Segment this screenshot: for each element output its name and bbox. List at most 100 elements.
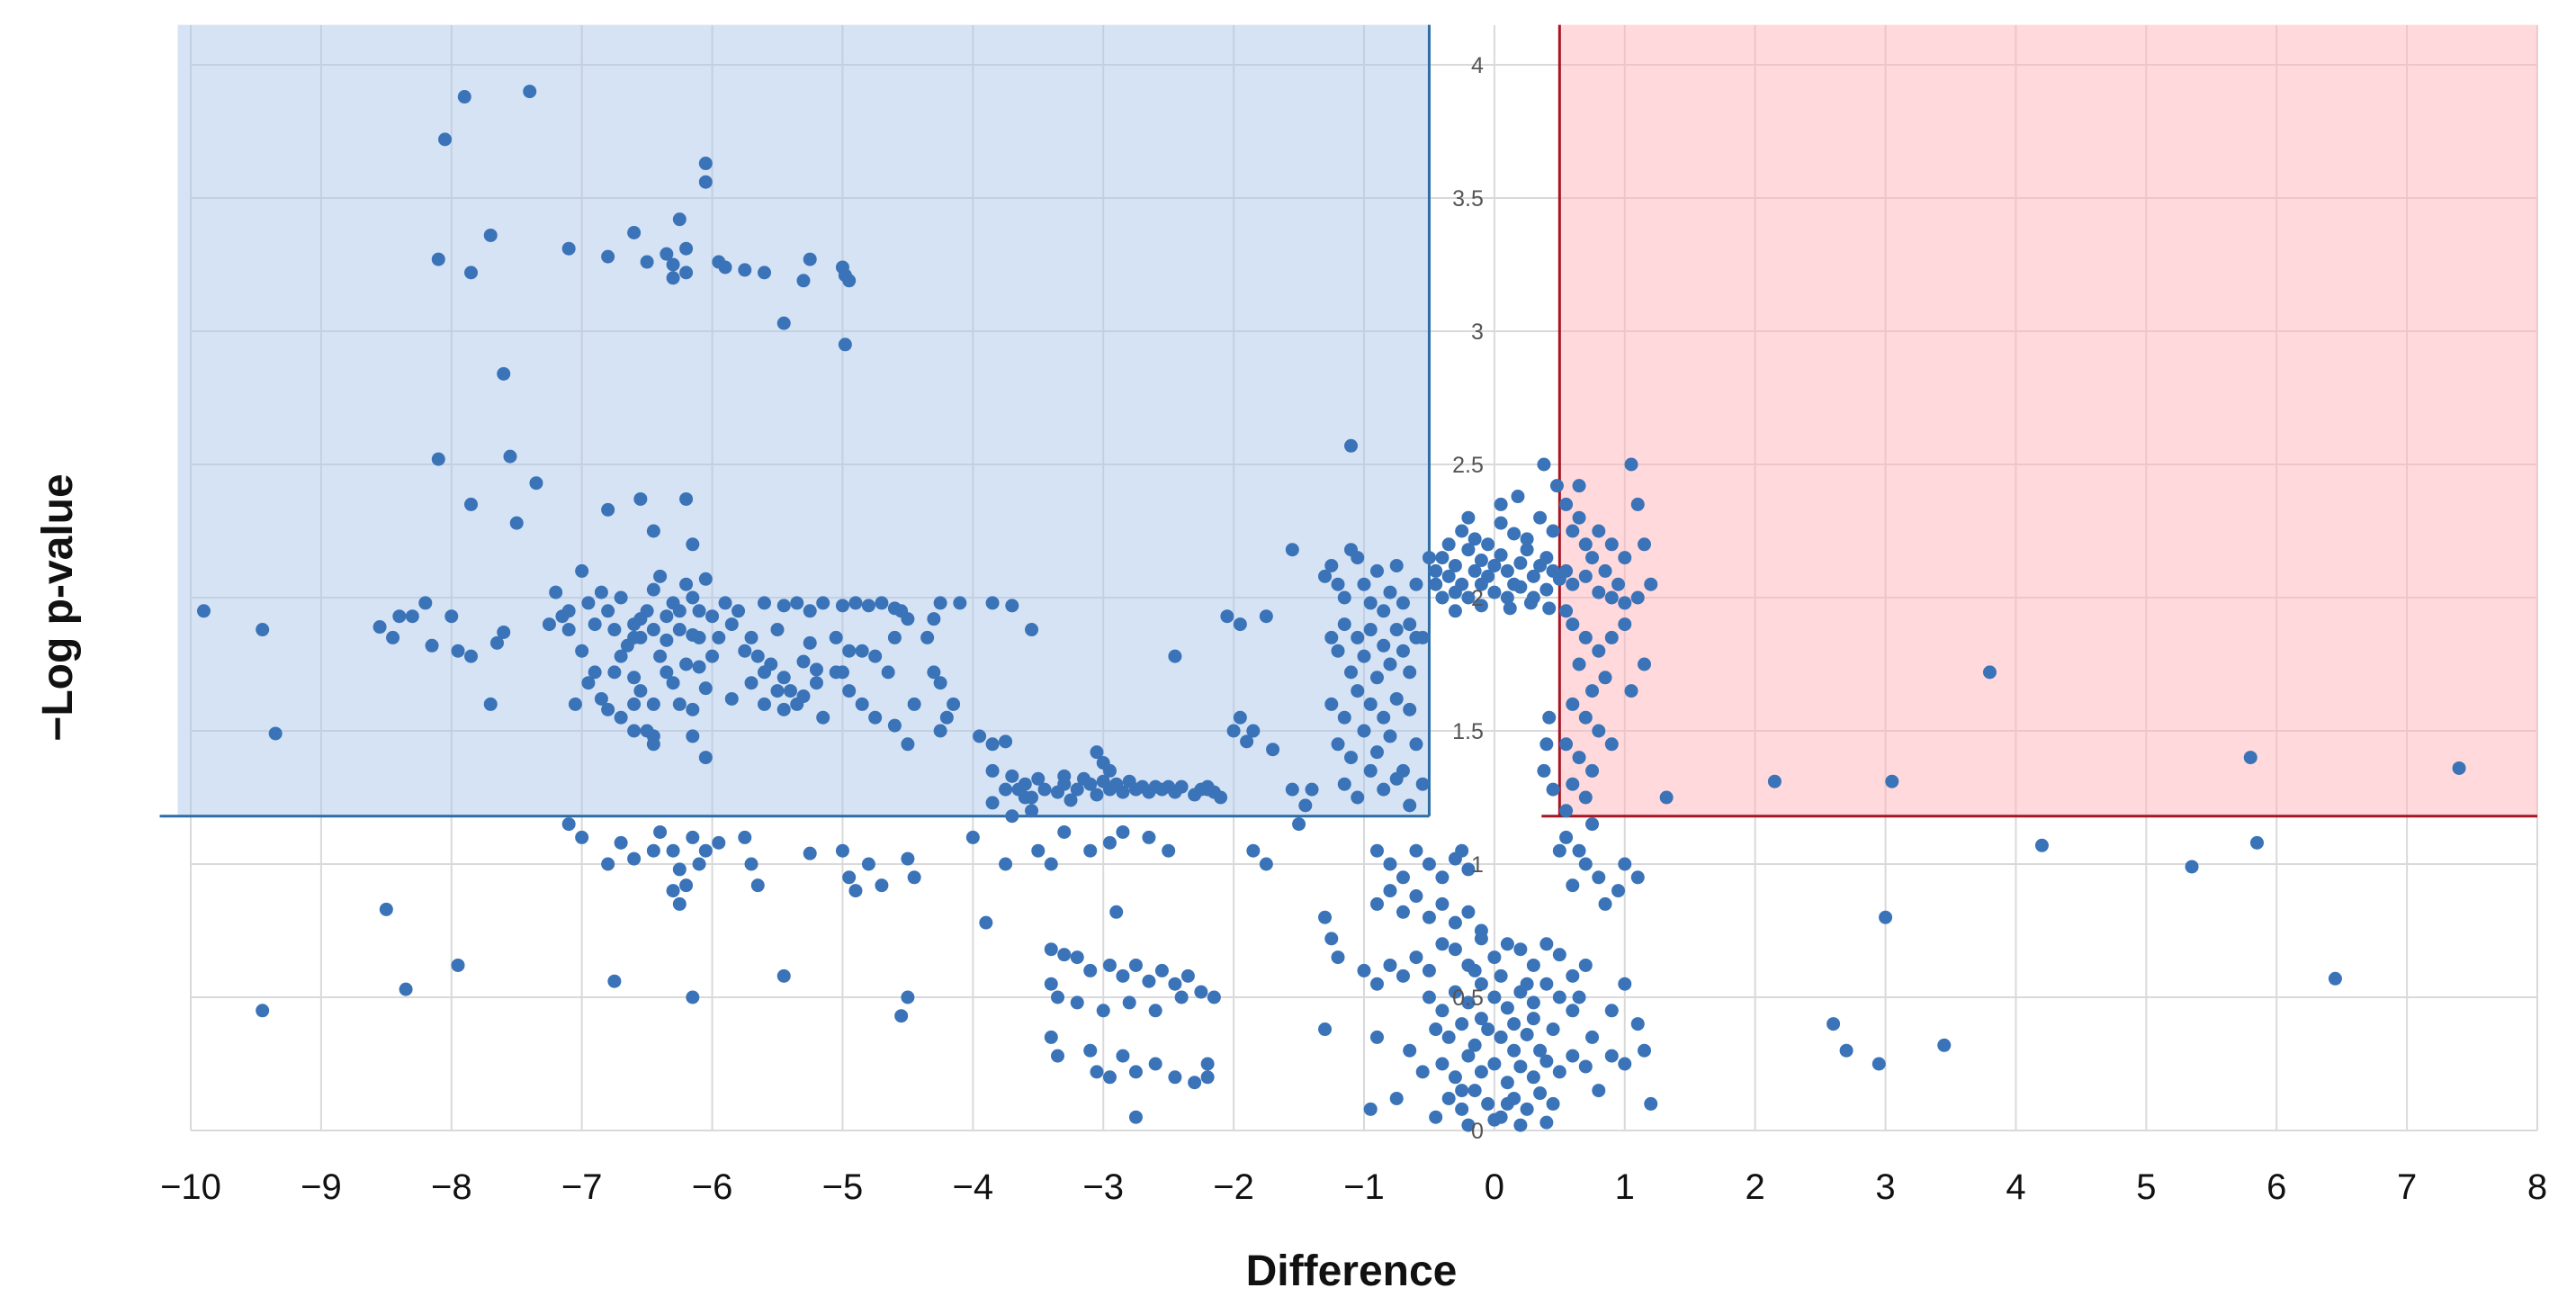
data-point — [1500, 590, 1514, 605]
data-point — [1363, 596, 1378, 610]
data-point — [1513, 1059, 1528, 1074]
data-point — [1585, 763, 1600, 778]
data-point — [686, 627, 700, 642]
y-tick-label: 2.5 — [1452, 453, 1484, 478]
data-point — [1102, 835, 1117, 850]
data-point — [1116, 824, 1130, 839]
data-point — [601, 502, 615, 517]
data-point — [627, 225, 642, 239]
data-point — [646, 524, 660, 538]
data-point — [1461, 905, 1476, 919]
y-tick-label: 0.5 — [1452, 986, 1484, 1011]
data-point — [1474, 1012, 1488, 1026]
data-point — [497, 366, 511, 381]
data-point — [985, 596, 1000, 610]
data-point — [1233, 617, 1247, 632]
data-point — [939, 710, 954, 725]
data-point — [1566, 697, 1580, 711]
data-point — [1572, 657, 1586, 671]
data-point — [1481, 1022, 1495, 1037]
data-point — [489, 635, 504, 650]
data-point — [425, 638, 439, 653]
data-point — [770, 623, 785, 637]
data-point — [1142, 830, 1156, 844]
data-point — [1174, 779, 1189, 794]
data-point — [1537, 763, 1551, 778]
data-point — [1331, 577, 1345, 591]
data-point — [529, 476, 543, 491]
data-point — [1102, 1070, 1117, 1085]
data-point — [581, 596, 596, 610]
data-point — [1448, 985, 1462, 999]
data-point — [633, 684, 648, 698]
data-point — [1305, 782, 1319, 797]
data-point — [1604, 1049, 1619, 1063]
data-point — [1598, 896, 1612, 911]
data-point — [1448, 1070, 1462, 1085]
data-point — [1455, 1102, 1469, 1116]
data-point — [965, 830, 980, 844]
data-point — [758, 596, 772, 610]
data-point — [1154, 963, 1169, 977]
data-point — [1441, 537, 1456, 552]
data-point — [1396, 905, 1410, 919]
data-point — [1070, 950, 1084, 965]
data-point — [1659, 790, 1674, 805]
data-point — [1168, 1070, 1182, 1085]
data-point — [672, 697, 687, 711]
data-point — [1324, 697, 1339, 711]
data-point — [1200, 782, 1215, 797]
data-point — [1383, 884, 1397, 898]
data-point — [1337, 777, 1351, 791]
data-point — [1630, 1017, 1645, 1031]
data-point — [2034, 838, 2049, 852]
data-point — [1500, 1001, 1514, 1015]
data-point — [1207, 990, 1221, 1004]
data-point — [1494, 516, 1508, 530]
data-point — [581, 676, 596, 690]
data-point — [1435, 870, 1450, 885]
data-point — [679, 266, 694, 280]
y-tick-label: 4 — [1471, 53, 1484, 78]
data-point — [1598, 563, 1612, 578]
data-point — [698, 751, 713, 765]
data-point — [1148, 1057, 1162, 1071]
data-point — [809, 676, 823, 690]
data-point — [1474, 932, 1488, 946]
data-point — [392, 609, 407, 624]
data-point — [1487, 1112, 1502, 1127]
data-point — [1585, 684, 1600, 698]
data-point — [1162, 843, 1176, 858]
data-point — [627, 671, 642, 685]
data-point — [1318, 569, 1333, 583]
data-point — [1520, 1027, 1534, 1041]
data-point — [1585, 1030, 1600, 1044]
data-point — [1285, 782, 1299, 797]
data-point — [1572, 751, 1586, 765]
data-point — [848, 596, 863, 610]
data-point — [1435, 1057, 1450, 1071]
data-point — [614, 590, 628, 605]
data-point — [1611, 577, 1626, 591]
data-point — [1559, 563, 1574, 578]
data-point — [1351, 684, 1365, 698]
data-point — [1128, 958, 1143, 972]
data-point — [1520, 532, 1534, 546]
data-point — [868, 649, 883, 663]
data-point — [1337, 590, 1351, 605]
data-point — [1546, 782, 1560, 797]
data-point — [561, 604, 576, 618]
y-tick-labels: 0 0.5 1 1.5 2 2.5 3 3.5 4 — [1452, 53, 1484, 1144]
data-point — [464, 649, 479, 663]
data-point — [1526, 569, 1540, 583]
data-point — [666, 257, 680, 272]
data-point — [1441, 1030, 1456, 1044]
data-point — [1331, 950, 1345, 965]
data-point — [1885, 774, 1899, 788]
data-point — [1415, 1065, 1430, 1079]
data-point — [758, 697, 772, 711]
data-point — [881, 665, 895, 680]
data-point — [607, 623, 622, 637]
data-point — [1542, 601, 1557, 616]
